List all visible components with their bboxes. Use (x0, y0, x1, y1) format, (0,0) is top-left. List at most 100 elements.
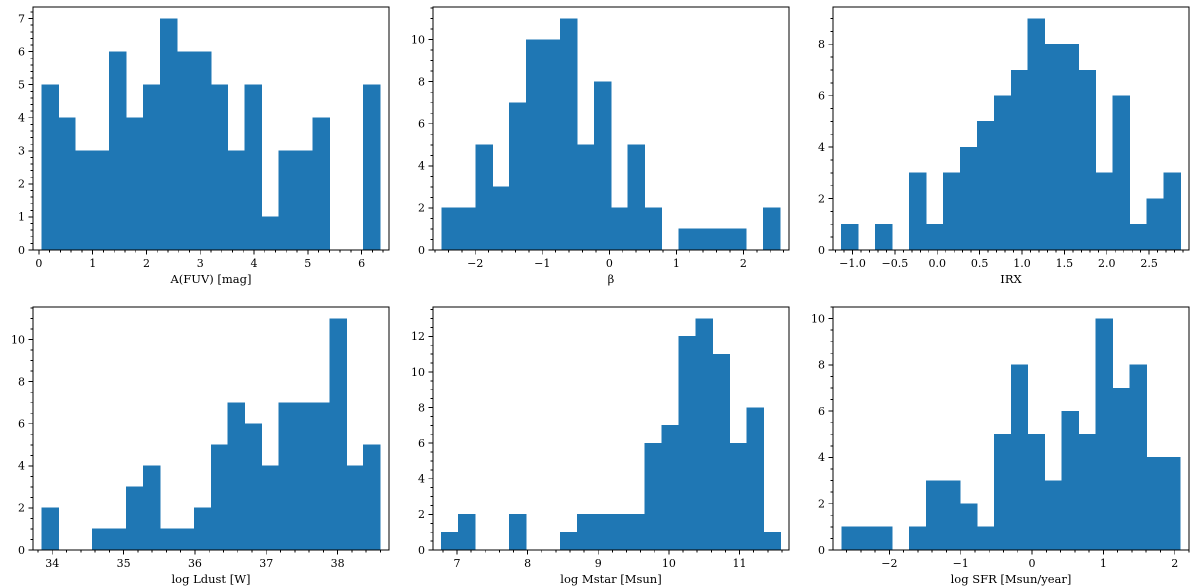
y-tick-label: 8 (818, 359, 825, 372)
histogram-bar (1027, 434, 1046, 551)
y-tick-label: 8 (18, 375, 25, 388)
y-tick-label: 6 (18, 418, 25, 431)
histogram-bar (763, 531, 781, 551)
x-tick-label: 2.5 (1140, 257, 1158, 270)
y-tick-label: 0 (18, 544, 25, 557)
x-tick-label: −2 (881, 557, 897, 570)
histogram-bar (75, 150, 93, 251)
histogram-panel-ldust: 34 35 36 37 38 0 2 4 6 8 10 log Ldust [W] (0, 294, 400, 588)
histogram-bar (1061, 44, 1080, 251)
histogram-panel-irx: −1.0 −0.5 0.0 0.5 1.0 1.5 2.0 2.5 0 2 4 6 8 IRX (800, 0, 1200, 294)
histogram-bar (492, 186, 510, 251)
histogram-bar (841, 224, 859, 251)
x-tick-label: −1.0 (839, 257, 866, 270)
y-tick-label: 10 (811, 312, 825, 325)
histogram-bar (92, 528, 110, 551)
histogram-bar (841, 526, 859, 551)
y-tick-label: 0 (818, 244, 825, 257)
histogram-bar (227, 402, 246, 551)
histogram-bar (458, 207, 476, 251)
axes-box (432, 6, 790, 251)
histogram-bar (278, 402, 296, 551)
y-tick-label: 6 (818, 90, 825, 103)
histogram-bar (644, 207, 663, 251)
histogram-bar (509, 514, 527, 551)
x-axis-label: IRX (1000, 272, 1022, 286)
histogram-bar (159, 528, 178, 551)
x-tick-label: −2 (467, 257, 483, 270)
histogram-bar (729, 228, 747, 251)
histogram-bar (509, 102, 527, 251)
x-tick-label: 3 (197, 257, 204, 270)
histogram-bar (610, 514, 629, 551)
histogram-bar (41, 507, 59, 551)
y-tick-label: 2 (418, 202, 425, 215)
y-tick-label: 2 (18, 502, 25, 515)
histogram-bar (441, 207, 459, 251)
x-tick-label: 34 (45, 557, 59, 570)
histogram-bar (627, 144, 646, 251)
x-tick-label: 35 (117, 557, 131, 570)
histogram-bar (1078, 434, 1096, 551)
histogram-bar (942, 480, 961, 551)
histogram-bar (458, 514, 476, 551)
histogram-bar (92, 150, 110, 251)
histogram-bar (678, 336, 697, 551)
sfr-histogram-plot: −2 −1 0 1 2 0 2 4 6 8 10 log SFR [Msun/year] (811, 306, 1190, 586)
y-tick-label: 8 (418, 401, 425, 414)
histogram-bar (875, 224, 893, 251)
histogram-bar (312, 117, 330, 251)
histogram-bar (976, 526, 995, 551)
histogram-bar (610, 207, 629, 251)
histogram-bar (593, 81, 612, 251)
histogram-bar (1095, 172, 1113, 251)
histogram-bar (543, 39, 561, 251)
x-tick-label: 2 (1171, 557, 1178, 570)
x-tick-label: −1 (534, 257, 550, 270)
histogram-bar (475, 144, 493, 251)
x-tick-label: 1 (1100, 557, 1107, 570)
histogram-bar (227, 150, 246, 251)
mstar-histogram-plot: 7 8 9 10 11 0 2 4 6 8 10 12 log Mstar [Msun] (411, 306, 790, 586)
y-tick-label: 0 (418, 244, 425, 257)
y-tick-label: 4 (18, 112, 25, 125)
histogram-bar (695, 228, 713, 251)
histogram-bar (363, 444, 381, 551)
x-tick-label: 0 (606, 257, 613, 270)
histogram-bar (1095, 318, 1113, 551)
x-tick-label: 6 (358, 257, 365, 270)
histogram-bar (1112, 95, 1130, 251)
x-tick-label: 0.5 (971, 257, 989, 270)
x-tick-label: 0 (35, 257, 42, 270)
y-tick-label: 2 (418, 508, 425, 521)
histogram-bar (729, 442, 747, 551)
histogram-bar (976, 121, 995, 251)
y-tick-label: 8 (818, 38, 825, 51)
y-tick-label: 2 (18, 178, 25, 191)
x-tick-label: 0 (1029, 557, 1036, 570)
x-tick-label: 5 (304, 257, 311, 270)
histogram-bar (176, 51, 195, 251)
y-tick-label: 6 (418, 437, 425, 450)
x-tick-label: 2 (143, 257, 150, 270)
x-axis-label: log Ldust [W] (172, 572, 251, 586)
histogram-bar (210, 84, 229, 251)
y-tick-label: 5 (18, 78, 25, 91)
histogram-bar (925, 224, 944, 251)
histogram-bar (559, 531, 578, 551)
x-axis-label: A(FUV) [mag] (169, 272, 251, 286)
histogram-bar (1010, 364, 1029, 551)
histogram-bar (695, 318, 713, 551)
histogram-bar (193, 51, 212, 251)
histogram-bar (363, 84, 381, 251)
histogram-bar (661, 425, 680, 551)
histogram-bar (1163, 457, 1181, 551)
y-tick-label: 7 (18, 12, 25, 25)
y-tick-label: 4 (18, 460, 25, 473)
histogram-panel-sfr: −2 −1 0 1 2 0 2 4 6 8 10 log SFR [Msun/year] (800, 294, 1200, 588)
x-axis-label: β (608, 272, 615, 286)
histogram-bar (1044, 44, 1063, 251)
x-tick-label: 11 (733, 557, 747, 570)
x-axis-label: log SFR [Msun/year] (951, 572, 1072, 586)
histogram-bar (712, 353, 730, 551)
